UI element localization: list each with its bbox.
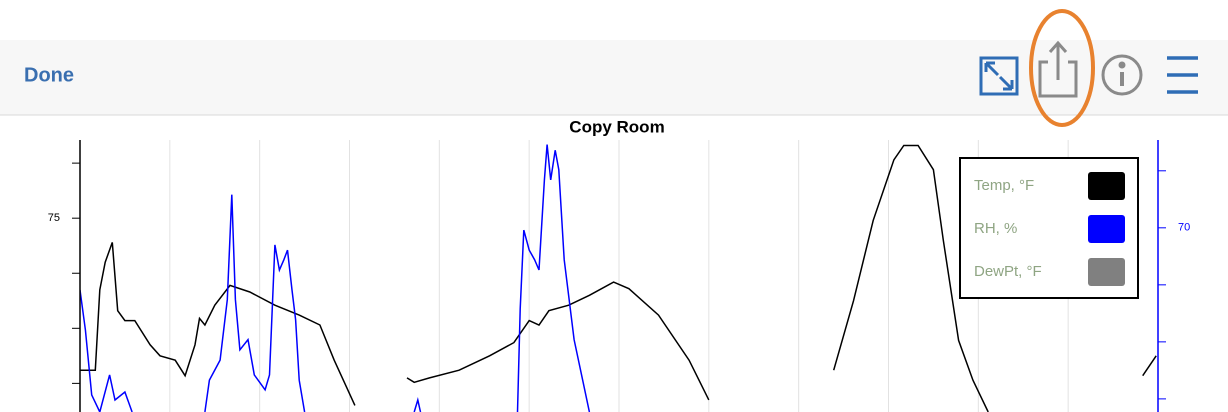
highlight-ellipse [1029, 9, 1095, 127]
legend-label: RH, % [974, 220, 1017, 237]
fullscreen-icon[interactable] [979, 56, 1019, 96]
share-icon[interactable] [1038, 40, 1078, 98]
series-line [80, 144, 591, 412]
toolbar [0, 40, 1228, 115]
info-icon[interactable] [1101, 54, 1143, 96]
legend-swatch [1088, 258, 1125, 286]
legend-swatch [1088, 172, 1125, 200]
menu-icon[interactable] [1167, 56, 1198, 94]
chart-title: Copy Room [569, 117, 664, 136]
series-line [80, 144, 1157, 412]
y2-tick-label: 70 [1178, 222, 1190, 234]
legend-label: Temp, °F [974, 177, 1034, 194]
done-button[interactable]: Done [24, 64, 74, 86]
y-tick-label: 75 [48, 212, 60, 224]
legend-label: DewPt, °F [974, 263, 1042, 280]
legend-swatch [1088, 215, 1125, 243]
